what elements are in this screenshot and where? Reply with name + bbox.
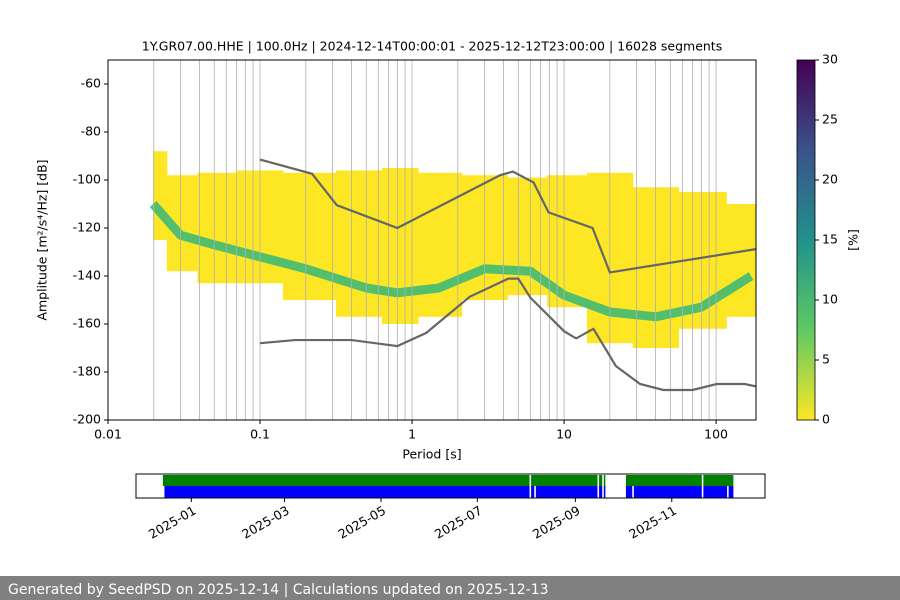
coverage-segment	[633, 486, 702, 498]
y-tick-label: -100	[73, 172, 101, 187]
density-column	[197, 172, 238, 284]
mode-band	[149, 201, 754, 322]
chart-title: 1Y.GR07.00.HHE | 100.0Hz | 2024-12-14T00…	[142, 39, 722, 54]
x-axis-label: Period [s]	[402, 447, 461, 462]
y-tick-label: -120	[73, 220, 101, 235]
colorbar-tick-label: 15	[822, 232, 838, 247]
coverage-segment	[728, 486, 734, 498]
colorbar-tick-label: 10	[822, 292, 838, 307]
timeline-frame	[135, 473, 766, 499]
x-tick-label: 2025-01	[146, 503, 199, 542]
x-tick-label: 0.1	[250, 427, 270, 442]
density-column	[153, 151, 168, 240]
density-column	[418, 172, 463, 317]
coverage-segment	[599, 475, 603, 486]
x-tick-label: 2025-11	[626, 503, 679, 542]
x-tick-label: 0.01	[94, 427, 122, 442]
coverage-segment	[531, 475, 598, 486]
coverage-segment	[164, 486, 530, 498]
coverage-segment	[703, 475, 734, 486]
x-tick-label: 2025-05	[335, 503, 388, 542]
coverage-segment	[603, 486, 606, 498]
colorbar-tick-label: 0	[822, 412, 830, 427]
colorbar-tick-label: 5	[822, 352, 830, 367]
coverage-segment	[603, 475, 606, 486]
x-tick-label: 10	[556, 427, 572, 442]
plot-area	[108, 60, 756, 420]
y-tick-label: -160	[73, 316, 101, 331]
coverage-segment	[535, 486, 598, 498]
colorbar-label: [%]	[846, 229, 861, 251]
plot-frame	[107, 59, 757, 421]
x-tick-label: 2025-03	[239, 503, 292, 542]
colorbar-tick-label: 30	[822, 52, 838, 67]
colorbar	[796, 59, 816, 421]
coverage-segment	[162, 475, 530, 486]
y-tick-label: -140	[73, 268, 101, 283]
coverage-segment	[599, 486, 603, 498]
footer-text: Generated by SeedPSD on 2025-12-14 | Cal…	[8, 582, 549, 598]
y-axis-label: Amplitude [m²/s⁴/Hz] [dB]	[35, 159, 50, 320]
y-tick-label: -60	[81, 76, 101, 91]
density-column	[282, 172, 337, 300]
density-column	[726, 204, 756, 317]
x-tick-label: 2025-07	[432, 503, 485, 542]
y-tick-label: -180	[73, 364, 101, 379]
y-tick-label: -200	[73, 412, 101, 427]
coverage-segment	[703, 486, 728, 498]
density-column	[336, 170, 383, 317]
footer-bar	[0, 576, 900, 600]
x-tick-label: 100	[704, 427, 728, 442]
x-tick-label: 1	[408, 427, 416, 442]
x-tick-label: 2025-09	[530, 503, 583, 542]
coverage-segment	[531, 486, 535, 498]
coverage-segment	[625, 486, 633, 498]
noise-model-line	[259, 277, 756, 392]
noise-model-line	[259, 158, 756, 274]
coverage-segment	[625, 475, 702, 486]
colorbar-tick-label: 25	[822, 112, 838, 127]
density-column	[381, 168, 419, 324]
y-tick-label: -80	[81, 124, 101, 139]
colorbar-tick-label: 20	[822, 172, 838, 187]
